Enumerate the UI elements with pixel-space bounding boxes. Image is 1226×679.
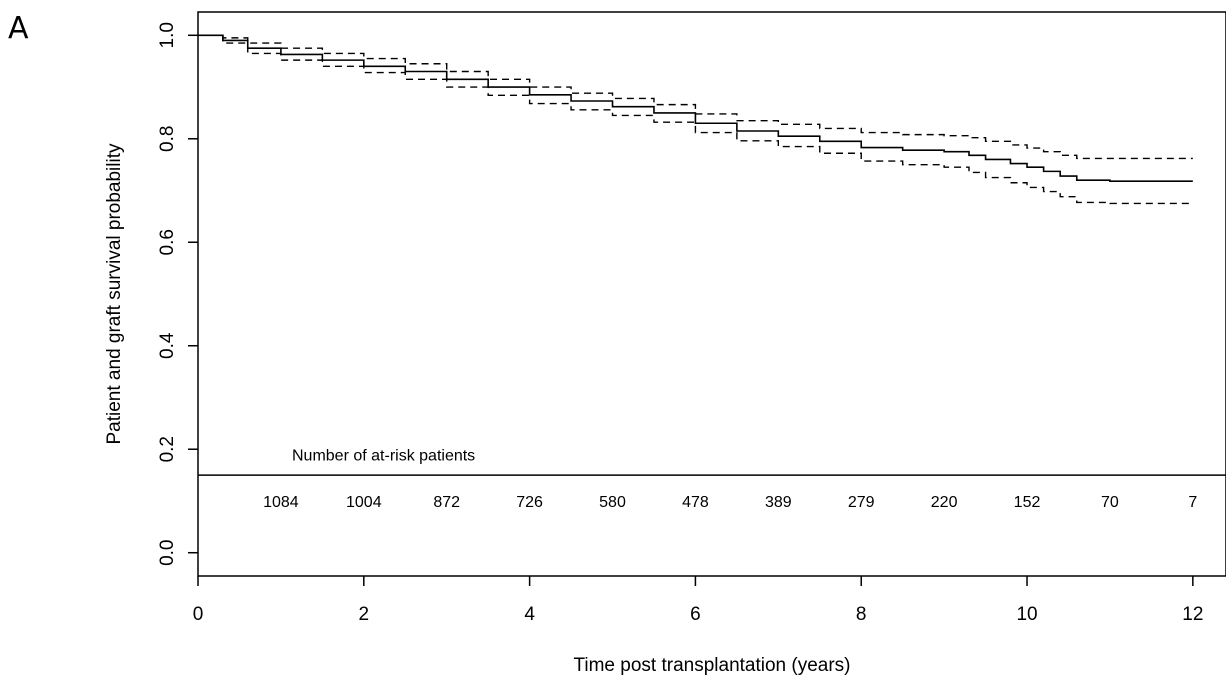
at-risk-count: 478: [682, 494, 709, 511]
curves-group: [198, 34, 1193, 205]
x-axis: 0 2 4 6 8 10 12: [193, 576, 1203, 625]
x-tick-label: 4: [524, 604, 535, 625]
at-risk-count: 70: [1101, 494, 1119, 511]
y-tick-label: 0.2: [157, 436, 178, 462]
x-tick-label: 0: [193, 604, 204, 625]
y-axis: 0.0 0.2 0.4 0.6 0.8 1.0: [157, 22, 198, 566]
confidence-bound-curve-1: [198, 34, 1193, 160]
y-tick-label: 0.8: [157, 126, 178, 152]
at-risk-count: 152: [1014, 494, 1041, 511]
y-tick-label: 1.0: [157, 22, 178, 48]
confidence-bound-curve-2: [198, 34, 1193, 205]
y-axis-label: Patient and graft survival probability: [104, 143, 125, 444]
y-tick-label: 0.0: [157, 540, 178, 566]
at-risk-count: 7: [1188, 494, 1197, 511]
at-risk-count: 1084: [263, 494, 299, 511]
at-risk-title: Number of at-risk patients: [292, 447, 475, 464]
y-tick-label: 0.6: [157, 229, 178, 255]
x-tick-label: 2: [359, 604, 370, 625]
panel-label: A: [8, 11, 29, 46]
at-risk-count: 279: [848, 494, 875, 511]
y-tick-label: 0.4: [157, 332, 178, 359]
plot-frame: [197, 11, 1226, 577]
at-risk-count: 389: [765, 494, 792, 511]
at-risk-count: 220: [931, 494, 958, 511]
x-tick-label: 6: [690, 604, 701, 625]
at-risk-count: 726: [516, 494, 543, 511]
x-tick-label: 12: [1182, 604, 1203, 625]
x-axis-label: Time post transplantation (years): [573, 655, 850, 676]
at-risk-table: Number of at-risk patients 1084 1004 872 726…: [263, 447, 1197, 511]
at-risk-count: 1004: [346, 494, 382, 511]
at-risk-count: 872: [433, 494, 460, 511]
x-tick-label: 10: [1016, 604, 1037, 625]
survival-curve: [198, 34, 1193, 182]
at-risk-count: 580: [599, 494, 626, 511]
x-tick-label: 8: [856, 604, 867, 625]
